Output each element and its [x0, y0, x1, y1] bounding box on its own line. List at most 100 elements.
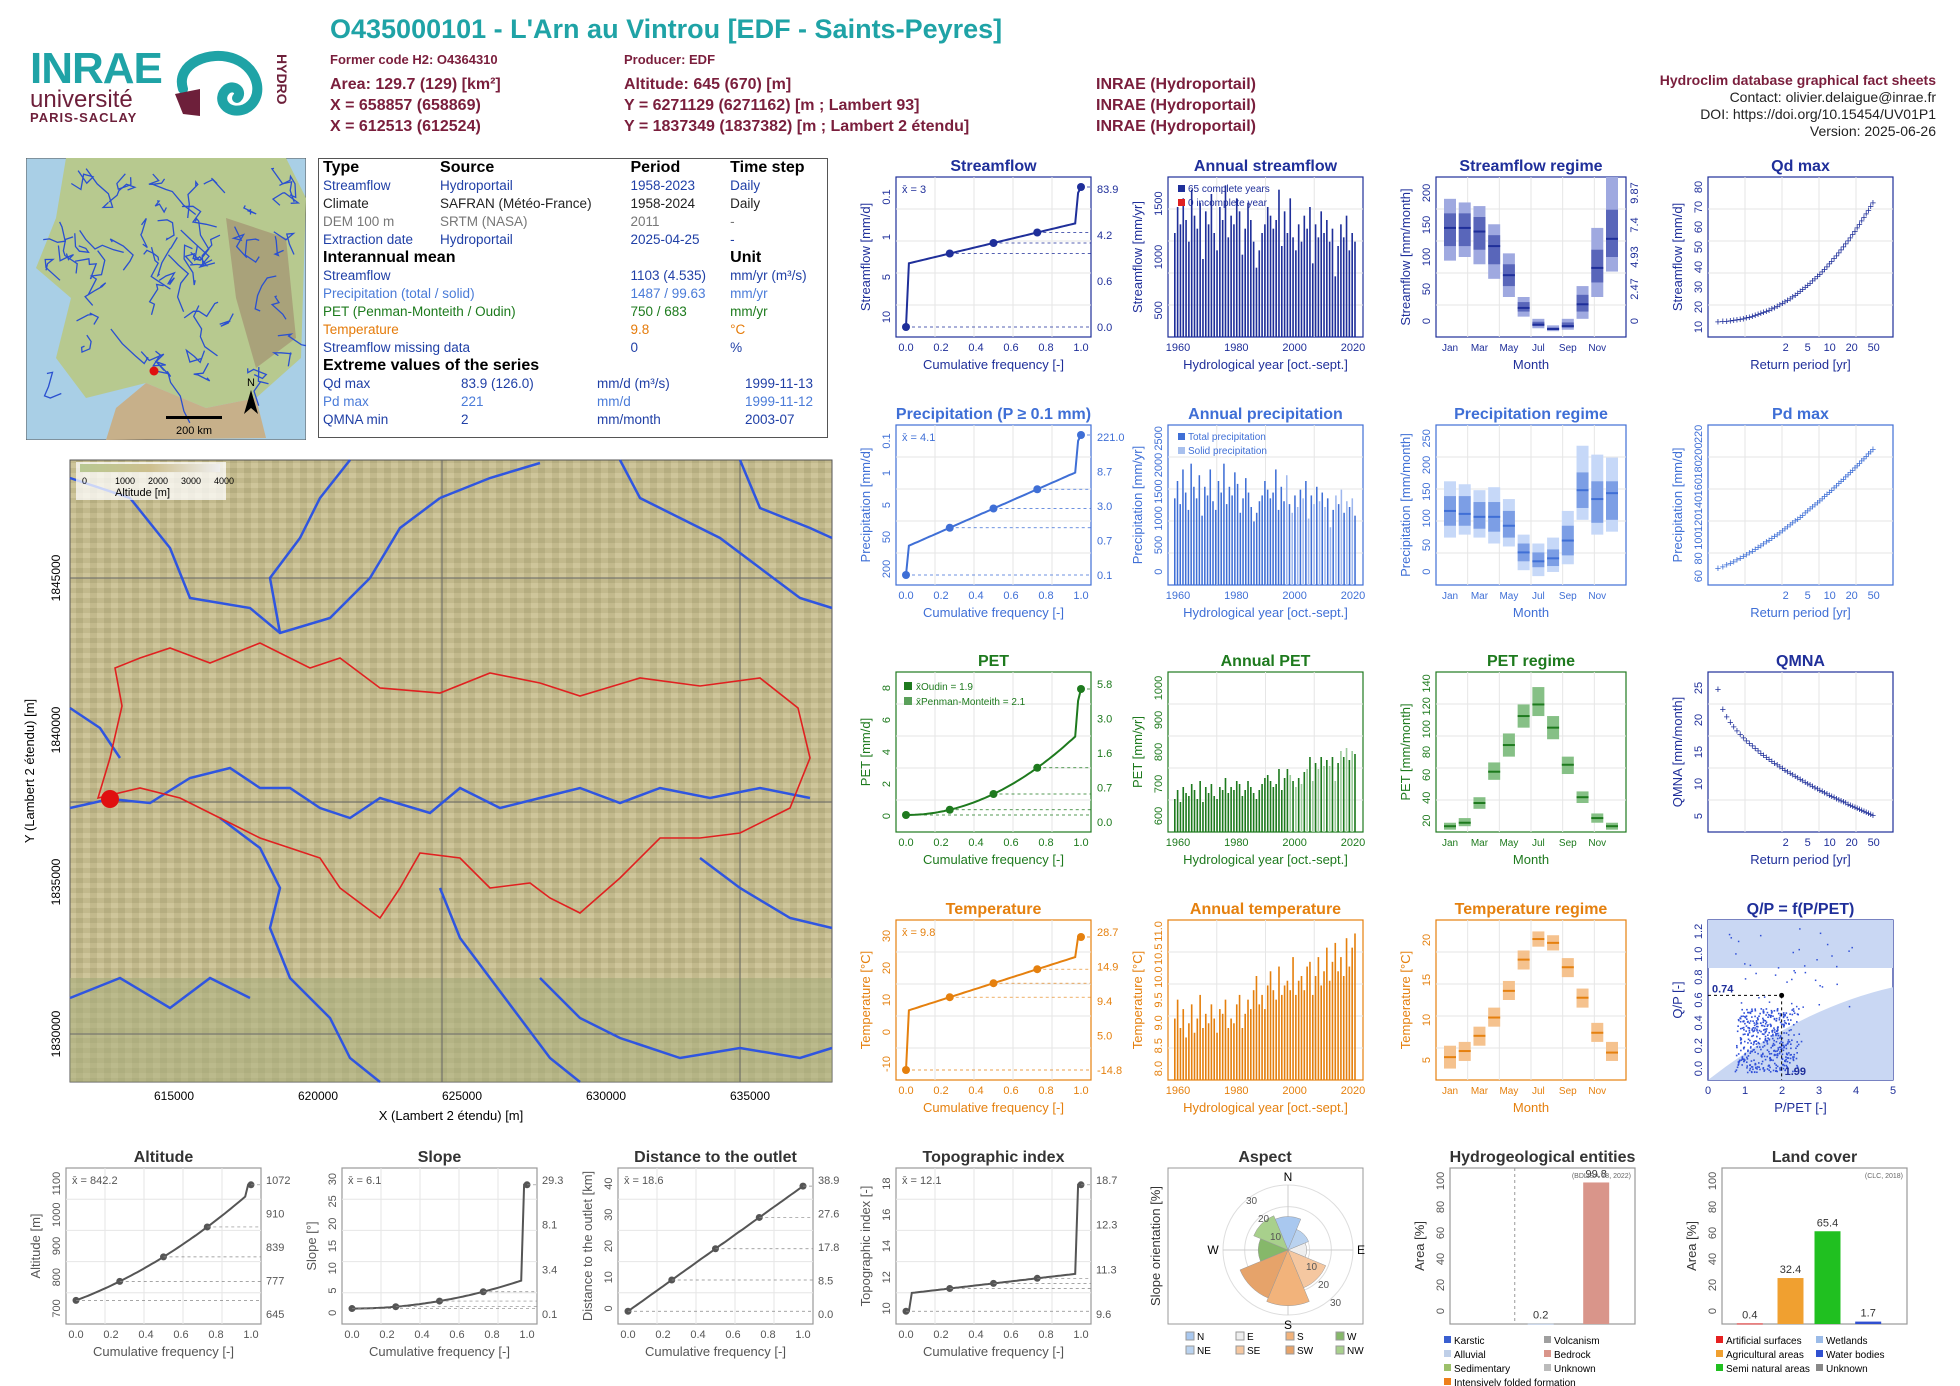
p_annual-bar [1313, 504, 1315, 585]
qp_pet-point [1743, 1060, 1745, 1063]
qp_pet-point [1793, 1012, 1796, 1014]
qp_pet-point [1773, 1010, 1776, 1012]
aspect-ring-label: 20 [1258, 1214, 1270, 1225]
t_cdf-frame [895, 919, 1092, 1081]
dist_cdf-rtick: 0.0 [818, 1309, 833, 1321]
qd_max-point: + [1737, 314, 1743, 326]
qp_pet-point [1736, 1030, 1739, 1033]
p_annual-bar [1206, 495, 1209, 585]
pet_regime-ytick: 120 [1421, 697, 1433, 715]
t_annual-bar [1227, 1028, 1230, 1080]
pet_regime-month: Jan [1442, 838, 1458, 849]
topo_cdf-ytick: 10 [881, 1302, 893, 1314]
svg-text:3000: 3000 [181, 476, 201, 486]
qp_pet-point [1745, 1030, 1747, 1032]
sf_annual-bar [1233, 224, 1235, 337]
p_regime-ylabel: Precipitation [mm/month] [1398, 433, 1413, 577]
qp_pet-point [1743, 1020, 1745, 1022]
t_annual-bar [1331, 961, 1334, 1080]
hydrogeo-legend: Alluvial [1454, 1350, 1486, 1361]
qp_pet-point [1779, 1069, 1781, 1071]
svg-text:Altitude [m]: Altitude [m] [115, 487, 170, 499]
qmna-title: QMNA [1776, 653, 1825, 670]
sf_regime-ytick: 50 [1421, 283, 1433, 295]
p_cdf-xlabel: Cumulative frequency [-] [923, 605, 1064, 620]
pet_cdf-xtick: 0.8 [1038, 837, 1053, 849]
qp_pet-point [1752, 1027, 1755, 1029]
dist_cdf-xtick: 0.8 [760, 1329, 775, 1341]
topo_cdf-rtick: 12.3 [1096, 1220, 1117, 1232]
qp_pet-point [1792, 1059, 1795, 1062]
qp_pet-point [1763, 1033, 1765, 1036]
p_regime-ytick: 250 [1421, 429, 1433, 447]
qmna-xtick: 5 [1805, 837, 1811, 849]
qp_pet-point [1776, 1009, 1779, 1012]
qp_pet-point [1773, 1029, 1776, 1031]
qp_pet-point [1776, 1030, 1778, 1033]
qd_max-point: + [1758, 308, 1764, 320]
sf_annual-bar [1328, 241, 1331, 337]
qmna-point: + [1755, 746, 1761, 758]
p_regime-month: Mar [1471, 591, 1489, 602]
qp_pet-point [1763, 1070, 1766, 1072]
pd_max-point: + [1868, 446, 1874, 458]
t_regime-title: Temperature regime [1455, 901, 1608, 918]
qmna-point: + [1836, 794, 1842, 806]
qmna-point: + [1856, 804, 1862, 816]
qd_max-point: + [1861, 212, 1867, 224]
qd_max-ytick: 50 [1693, 241, 1705, 253]
qp_pet-point [1753, 1048, 1755, 1051]
pet_annual-bar [1311, 781, 1314, 832]
qd_max-point: + [1797, 286, 1803, 298]
qp_pet-point [1779, 1042, 1781, 1045]
pd_max-point: + [1787, 520, 1793, 532]
qp_pet-point [1750, 1042, 1753, 1044]
qp_pet-point [1752, 1043, 1755, 1046]
dist_cdf-xlabel: Cumulative frequency [-] [645, 1344, 786, 1359]
qmna-point: + [1774, 760, 1780, 772]
sf_annual-bar [1334, 276, 1337, 337]
qp_pet-point [1770, 1052, 1773, 1055]
t_annual-bar [1193, 1032, 1196, 1080]
p_annual-bar [1321, 492, 1324, 585]
pet_annual-ytick: 800 [1153, 743, 1165, 761]
pd_max-point: + [1849, 465, 1855, 477]
unit-heading: Unit [730, 249, 762, 266]
qp_pet-point [1739, 1020, 1742, 1023]
qp_pet-point [1744, 1059, 1746, 1061]
sf_annual-bar [1342, 237, 1345, 337]
pet_annual-bar [1204, 787, 1207, 832]
qp_pet-point [1749, 1064, 1751, 1067]
hydrogeo-bar [1527, 1323, 1554, 1325]
qp_pet-point [1747, 1026, 1749, 1029]
qmna-ylabel: QMNA [mm/month] [1670, 697, 1685, 808]
pet_annual-bar [1193, 790, 1196, 832]
qp_pet-point [1744, 1052, 1747, 1055]
qp_pet-point [1756, 1068, 1758, 1070]
p_annual-bar [1329, 527, 1332, 585]
qp_pet-point [1739, 1027, 1742, 1030]
doi-link[interactable]: DOI: https://doi.org/10.15454/UV01P1 [1700, 106, 1936, 122]
pet_annual-bar [1292, 781, 1294, 832]
qd_max-frame [1707, 176, 1894, 338]
map-ylabel: Y (Lambert 2 étendu) [m] [22, 699, 37, 843]
qmna-point: + [1779, 763, 1785, 775]
pet_annual-bar [1331, 757, 1334, 832]
qp_pet-point [1772, 1059, 1774, 1062]
landcover-ytick: 100 [1707, 1172, 1719, 1190]
qd_max-point: + [1821, 264, 1827, 276]
t_cdf-rtick: 9.4 [1097, 996, 1112, 1008]
landcover-bar [1736, 1323, 1763, 1325]
qmna-xtick: 50 [1868, 837, 1880, 849]
p_annual-bar [1348, 507, 1351, 585]
sf_cdf-xtick: 0.8 [1038, 342, 1053, 354]
topo_cdf-ylabel: Topographic index [-] [858, 1186, 873, 1307]
qp_pet-point [1781, 1037, 1784, 1039]
t_cdf-xlabel: Cumulative frequency [-] [923, 1100, 1064, 1115]
pet_annual-bar [1295, 787, 1297, 832]
qp_pet-point [1780, 1048, 1782, 1051]
qp_pet-point [1767, 1014, 1770, 1016]
qd_max-point: + [1868, 201, 1874, 213]
qp_pet-point [1762, 1019, 1765, 1021]
pd_max-point: + [1863, 451, 1869, 463]
